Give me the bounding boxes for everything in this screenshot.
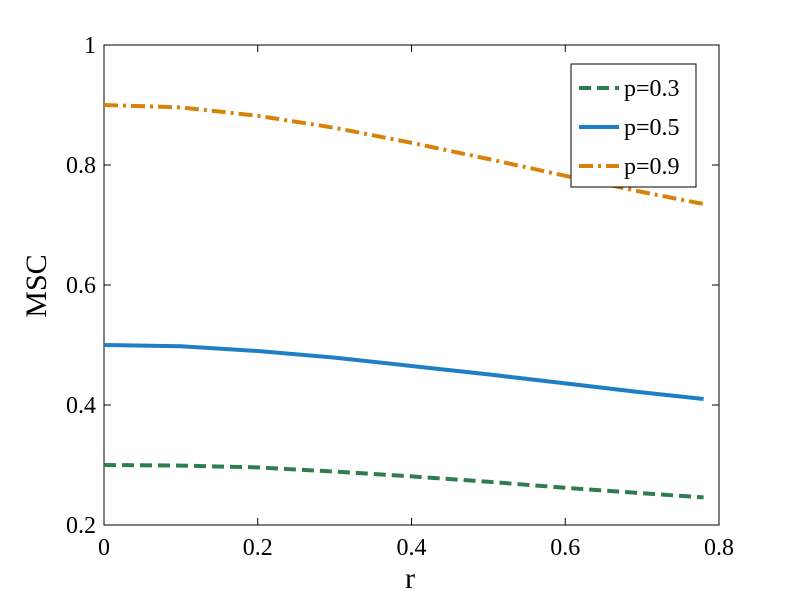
- x-axis-label: r: [405, 562, 415, 595]
- legend-label: p=0.9: [624, 154, 680, 180]
- series-line-p=0.3: [103, 463, 704, 500]
- y-tick-label: 1: [84, 33, 96, 59]
- y-tick-label: 0.8: [66, 153, 96, 179]
- x-tick-label: 0.6: [550, 535, 580, 561]
- x-tick-label: 0.8: [704, 535, 734, 561]
- plot-area: 0 0.2 0.4 0.6 0.80.20.40.60.81p=0.3p=0.5p=0.…: [66, 33, 734, 561]
- y-axis-label: MSC: [20, 254, 53, 317]
- legend-label: p=0.5: [624, 115, 680, 141]
- y-tick-label: 0.4: [66, 393, 96, 419]
- y-tick-label: 0.6: [66, 273, 96, 299]
- x-tick-label: 0: [98, 535, 110, 561]
- legend-label: p=0.3: [624, 76, 680, 102]
- x-tick-label: 0.4: [397, 535, 427, 561]
- x-tick-label: 0.2: [243, 535, 273, 561]
- y-tick-label: 0.2: [66, 513, 96, 539]
- series-line-p=0.5: [103, 343, 704, 401]
